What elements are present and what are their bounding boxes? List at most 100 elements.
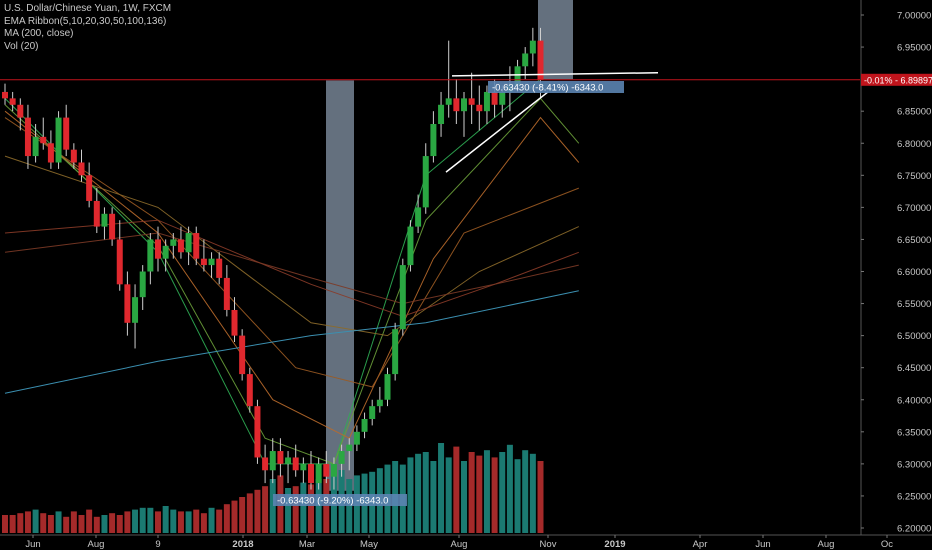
ma200-path [4, 290, 579, 394]
legend-volume: Vol (20) [4, 40, 39, 52]
candlesticks [2, 27, 544, 490]
time-tick-label: Nov [540, 539, 557, 550]
support-trendline [445, 91, 549, 173]
volume-bar [116, 515, 123, 533]
price-tick-label: 6.40000 [897, 395, 931, 406]
candle-body [461, 98, 467, 112]
price-tick-label: 6.20000 [897, 524, 931, 535]
candle-body [430, 124, 437, 157]
volume-bar [162, 506, 169, 533]
candle-body [32, 136, 39, 157]
volume-bar [292, 486, 299, 533]
candle-body [78, 162, 85, 176]
legend-symbol: U.S. Dollar/Chinese Yuan, 1W, FXCM [4, 3, 172, 14]
price-axis: 7.000006.950006.900006.850006.800006.750… [860, 0, 932, 535]
candle-body [422, 156, 429, 208]
volume-bar [415, 453, 422, 533]
candle-body [453, 98, 460, 112]
volume-bar [246, 493, 253, 533]
overlay-drawings: -0.63430 (-9.20%) -6343.0 -0.63430 (-8.41… [0, 71, 860, 507]
time-tick-label: Apr [693, 539, 708, 550]
candle-body [40, 136, 47, 144]
candle-body [285, 457, 292, 464]
candle-body [223, 277, 230, 310]
volume-bar [132, 509, 139, 533]
ma200-line [4, 290, 579, 394]
volume-bar [537, 461, 544, 533]
candle-body [384, 374, 391, 400]
candle-body [47, 143, 54, 163]
candle-body [445, 98, 452, 105]
ema-line [4, 155, 580, 337]
candle-body [514, 66, 521, 86]
volume-bar [78, 515, 85, 533]
candle-body [483, 91, 490, 112]
time-tick-label: Oc [881, 539, 893, 550]
last-price-tag [861, 73, 932, 86]
volume-bar [461, 461, 467, 533]
price-tick-label: 6.80000 [897, 139, 931, 150]
volume-bar [262, 486, 269, 533]
highlight-range-2 [538, 0, 573, 80]
candle-body [116, 239, 123, 285]
ema-line [4, 78, 541, 465]
candle-body [338, 451, 345, 464]
volume-bar [300, 482, 307, 533]
candle-body [93, 200, 100, 227]
time-tick-label: 2018 [232, 539, 253, 550]
price-tick-label: 6.85000 [897, 107, 931, 118]
candle-body [147, 239, 154, 272]
volume-bar [177, 511, 184, 533]
candle-body [392, 329, 399, 375]
last-price-tag-label: -0.01% - 6.89897 [864, 75, 932, 85]
ema-ribbon [4, 78, 580, 465]
volume-bar [139, 507, 146, 533]
ema-line [4, 219, 579, 317]
volume-bar [55, 511, 62, 533]
volume-bar [522, 450, 529, 533]
candle-body [415, 207, 422, 227]
candle-body [361, 418, 368, 432]
candle-body [537, 40, 544, 80]
measure-box [273, 494, 407, 506]
candle-body [269, 451, 276, 471]
volume-bar [185, 511, 192, 533]
candle-body [399, 265, 406, 330]
candle-body [162, 245, 169, 259]
candle-body [55, 117, 62, 163]
volume-bar [231, 500, 238, 533]
candle-body [17, 104, 24, 118]
candle-body [24, 117, 31, 157]
volume-bar [514, 459, 521, 533]
candle-body [300, 463, 307, 471]
candle-body [193, 233, 200, 259]
candle-body [292, 457, 299, 471]
candle-body [262, 457, 269, 471]
candle-body [185, 233, 192, 253]
volume-bar [24, 511, 31, 533]
candle-body [216, 258, 223, 278]
candle-body [491, 91, 498, 105]
candle-body [476, 104, 483, 112]
volume-bar [285, 488, 292, 533]
time-tick-label: Jun [25, 539, 40, 550]
time-tick-label: Jun [755, 539, 770, 550]
legend-ema-ribbon: EMA Ribbon(5,10,20,30,50,100,136) [4, 15, 167, 27]
candle-body [124, 284, 131, 323]
candle-body [155, 239, 161, 259]
candle-body [246, 374, 253, 407]
time-tick-label: Mar [299, 539, 315, 550]
time-axis: Jun Aug 9 2018 Mar May Aug Nov 2019 Apr Jun Aug Oc [0, 534, 932, 550]
time-tick-label: 2019 [604, 539, 625, 550]
resistance-trendline [451, 71, 659, 77]
price-tick-label: 6.50000 [897, 331, 931, 342]
candle-body [407, 226, 414, 266]
price-tick-label: 6.35000 [897, 427, 931, 438]
candle-body [2, 91, 8, 99]
volume-bar [407, 457, 414, 533]
volume-bar [499, 452, 506, 533]
volume-bar [430, 461, 437, 533]
price-tick-label: 6.95000 [897, 43, 931, 54]
candle-body [70, 149, 77, 163]
